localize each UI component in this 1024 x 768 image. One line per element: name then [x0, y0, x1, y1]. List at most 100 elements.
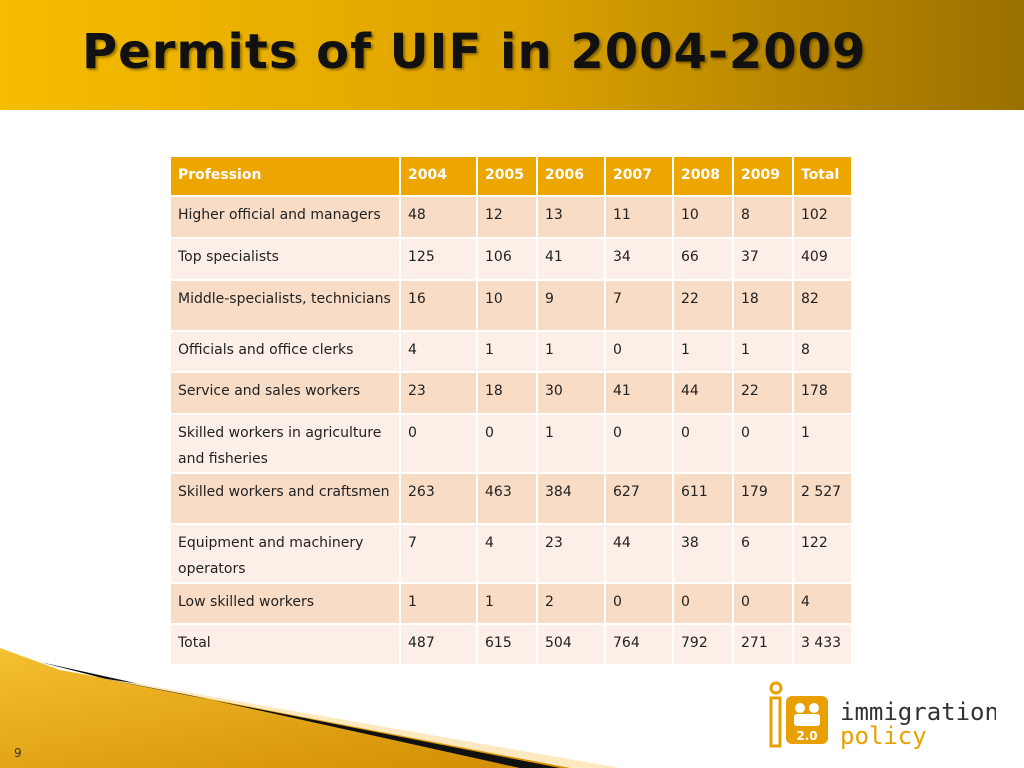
cell: 23 — [538, 525, 606, 584]
logo-line1: immigration — [840, 698, 996, 726]
cell: 8 — [794, 332, 853, 373]
cell: 764 — [606, 625, 674, 666]
cell: 384 — [538, 474, 606, 525]
cell: 463 — [478, 474, 538, 525]
column-header: 2004 — [401, 157, 478, 197]
cell: 792 — [674, 625, 734, 666]
table-row: Middle-specialists, technicians 16 10 9 7 22 1… — [171, 281, 853, 332]
cell: 23 — [401, 373, 478, 415]
logo: 2.0 immigration policy — [769, 681, 996, 750]
cell: 487 — [401, 625, 478, 666]
cell: 66 — [674, 239, 734, 281]
row-label: Skilled workers and craftsmen — [171, 474, 401, 525]
cell: 611 — [674, 474, 734, 525]
table-row: Skilled workers in agriculture and fishe… — [171, 415, 853, 474]
table-row: Equipment and machinery operators 7 4 23 44 3… — [171, 525, 853, 584]
cell: 0 — [674, 415, 734, 474]
cell: 18 — [478, 373, 538, 415]
cell: 106 — [478, 239, 538, 281]
cell: 7 — [606, 281, 674, 332]
cell: 11 — [606, 197, 674, 239]
column-header: 2009 — [734, 157, 794, 197]
row-label: Officials and office clerks — [171, 332, 401, 373]
data-table: Profession 2004 2005 2006 2007 2008 2009 Total H… — [171, 157, 853, 666]
cell: 102 — [794, 197, 853, 239]
table-row: Officials and office clerks 4 1 1 0 1 1 8 — [171, 332, 853, 373]
cell: 627 — [606, 474, 674, 525]
cell: 2 527 — [794, 474, 853, 525]
table-row: Total 487 615 504 764 792 271 3 433 — [171, 625, 853, 666]
cell: 3 433 — [794, 625, 853, 666]
table-row: Skilled workers and craftsmen 263 463 384 62… — [171, 474, 853, 525]
cell: 409 — [794, 239, 853, 281]
cell: 271 — [734, 625, 794, 666]
row-label: Middle-specialists, technicians — [171, 281, 401, 332]
decoration — [0, 648, 620, 768]
cell: 0 — [478, 415, 538, 474]
cell: 2 — [538, 584, 606, 625]
cell: 37 — [734, 239, 794, 281]
row-label: Top specialists — [171, 239, 401, 281]
cell: 18 — [734, 281, 794, 332]
cell: 44 — [674, 373, 734, 415]
cell: 0 — [606, 332, 674, 373]
table-row: Top specialists 125 106 41 34 66 37 409 — [171, 239, 853, 281]
row-label: Higher official and managers — [171, 197, 401, 239]
cell: 179 — [734, 474, 794, 525]
column-header: 2008 — [674, 157, 734, 197]
row-label: Equipment and machinery operators — [171, 525, 401, 584]
cell: 41 — [538, 239, 606, 281]
cell: 504 — [538, 625, 606, 666]
cell: 0 — [606, 584, 674, 625]
page-number: 9 — [14, 746, 22, 760]
cell: 8 — [734, 197, 794, 239]
logo-line2: policy — [840, 722, 927, 750]
cell: 1 — [674, 332, 734, 373]
cell: 7 — [401, 525, 478, 584]
cell: 0 — [401, 415, 478, 474]
cell: 0 — [734, 415, 794, 474]
row-label: Skilled workers in agriculture and fishe… — [171, 415, 401, 474]
cell: 22 — [674, 281, 734, 332]
cell: 10 — [674, 197, 734, 239]
cell: 30 — [538, 373, 606, 415]
cell: 4 — [478, 525, 538, 584]
cell: 34 — [606, 239, 674, 281]
slide-title: Permits of UIF in 2004-2009 — [82, 24, 867, 80]
cell: 0 — [606, 415, 674, 474]
row-label: Total — [171, 625, 401, 666]
cell: 1 — [478, 332, 538, 373]
cell: 615 — [478, 625, 538, 666]
cell: 178 — [794, 373, 853, 415]
cell: 1 — [794, 415, 853, 474]
cell: 125 — [401, 239, 478, 281]
table-row: Higher official and managers 48 12 13 11 10 8 1… — [171, 197, 853, 239]
cell: 38 — [674, 525, 734, 584]
row-label: Service and sales workers — [171, 373, 401, 415]
cell: 9 — [538, 281, 606, 332]
cell: 0 — [734, 584, 794, 625]
cell: 44 — [606, 525, 674, 584]
cell: 4 — [401, 332, 478, 373]
column-header: 2005 — [478, 157, 538, 197]
cell: 4 — [794, 584, 853, 625]
cell: 12 — [478, 197, 538, 239]
cell: 1 — [401, 584, 478, 625]
logo-i — [769, 696, 782, 748]
header-row: Profession 2004 2005 2006 2007 2008 2009 Total — [171, 157, 853, 197]
cell: 82 — [794, 281, 853, 332]
cell: 263 — [401, 474, 478, 525]
cell: 48 — [401, 197, 478, 239]
table-row: Low skilled workers 1 1 2 0 0 0 4 — [171, 584, 853, 625]
cell: 41 — [606, 373, 674, 415]
cell: 13 — [538, 197, 606, 239]
column-header: 2007 — [606, 157, 674, 197]
cell: 1 — [538, 332, 606, 373]
cell: 122 — [794, 525, 853, 584]
cell: 0 — [674, 584, 734, 625]
cell: 1 — [538, 415, 606, 474]
cell: 1 — [478, 584, 538, 625]
logo-dot — [769, 681, 783, 695]
cell: 16 — [401, 281, 478, 332]
